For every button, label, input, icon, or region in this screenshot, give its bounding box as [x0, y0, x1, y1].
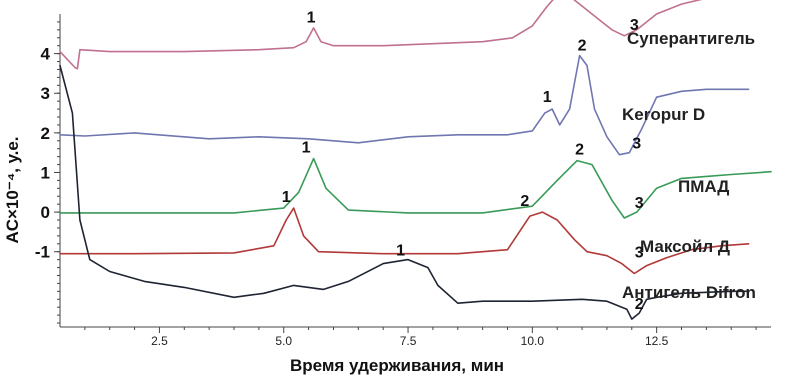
series-line-4: [59, 64, 750, 320]
axes: 2.5 5.0 7.5 10.0 12.5 4 3 2 1 0 -1: [35, 14, 771, 348]
x-tick-label: 12.5: [645, 334, 669, 348]
peak-label: 3: [632, 136, 641, 153]
series-line-2: [59, 157, 772, 219]
x-axis-title: Время удерживания, мин: [290, 356, 504, 375]
series-name-labels: Суперантигель Keropur D ПМАД Максойл Д А…: [622, 29, 756, 302]
y-tick-label: -1: [35, 243, 50, 262]
peak-label: 3: [630, 17, 639, 34]
peak-label: 1: [396, 243, 405, 260]
y-tick-label: 2: [41, 124, 50, 143]
y-tick-label: 3: [41, 84, 50, 103]
peak-label: 1: [543, 89, 552, 106]
peak-label: 3: [635, 195, 644, 212]
series-name-maksoil: Максойл Д: [640, 237, 730, 256]
peak-labels: 12312312312312: [282, 10, 644, 313]
series-name-keropur: Keropur D: [622, 105, 705, 124]
peak-label: 1: [302, 140, 311, 157]
y-tick-label: 1: [41, 163, 50, 182]
series-name-difron: Антигель Difron: [622, 283, 756, 302]
x-tick-label: 5.0: [275, 334, 292, 348]
x-tick-label: 7.5: [400, 334, 417, 348]
series-line-3: [59, 207, 750, 275]
series-line-1: [59, 54, 750, 156]
series-name-superantigel: Суперантигель: [627, 29, 755, 48]
x-tick-label: 10.0: [521, 334, 545, 348]
series-lines: [59, 0, 772, 320]
peak-label: 2: [635, 296, 644, 313]
y-tick-label: 0: [41, 203, 50, 222]
peak-label: 1: [307, 10, 316, 27]
series-name-pmad: ПМАД: [678, 177, 729, 196]
peak-label: 2: [520, 193, 529, 210]
peak-label: 3: [635, 245, 644, 262]
peak-label: 2: [578, 37, 587, 54]
x-tick-label: 2.5: [151, 334, 168, 348]
y-tick-label: 4: [41, 45, 51, 64]
peak-label: 2: [575, 141, 584, 158]
y-axis-title: AC×10⁻⁴, у.е.: [3, 136, 22, 243]
series-line-0: [59, 0, 703, 70]
peak-label: 1: [282, 189, 291, 206]
